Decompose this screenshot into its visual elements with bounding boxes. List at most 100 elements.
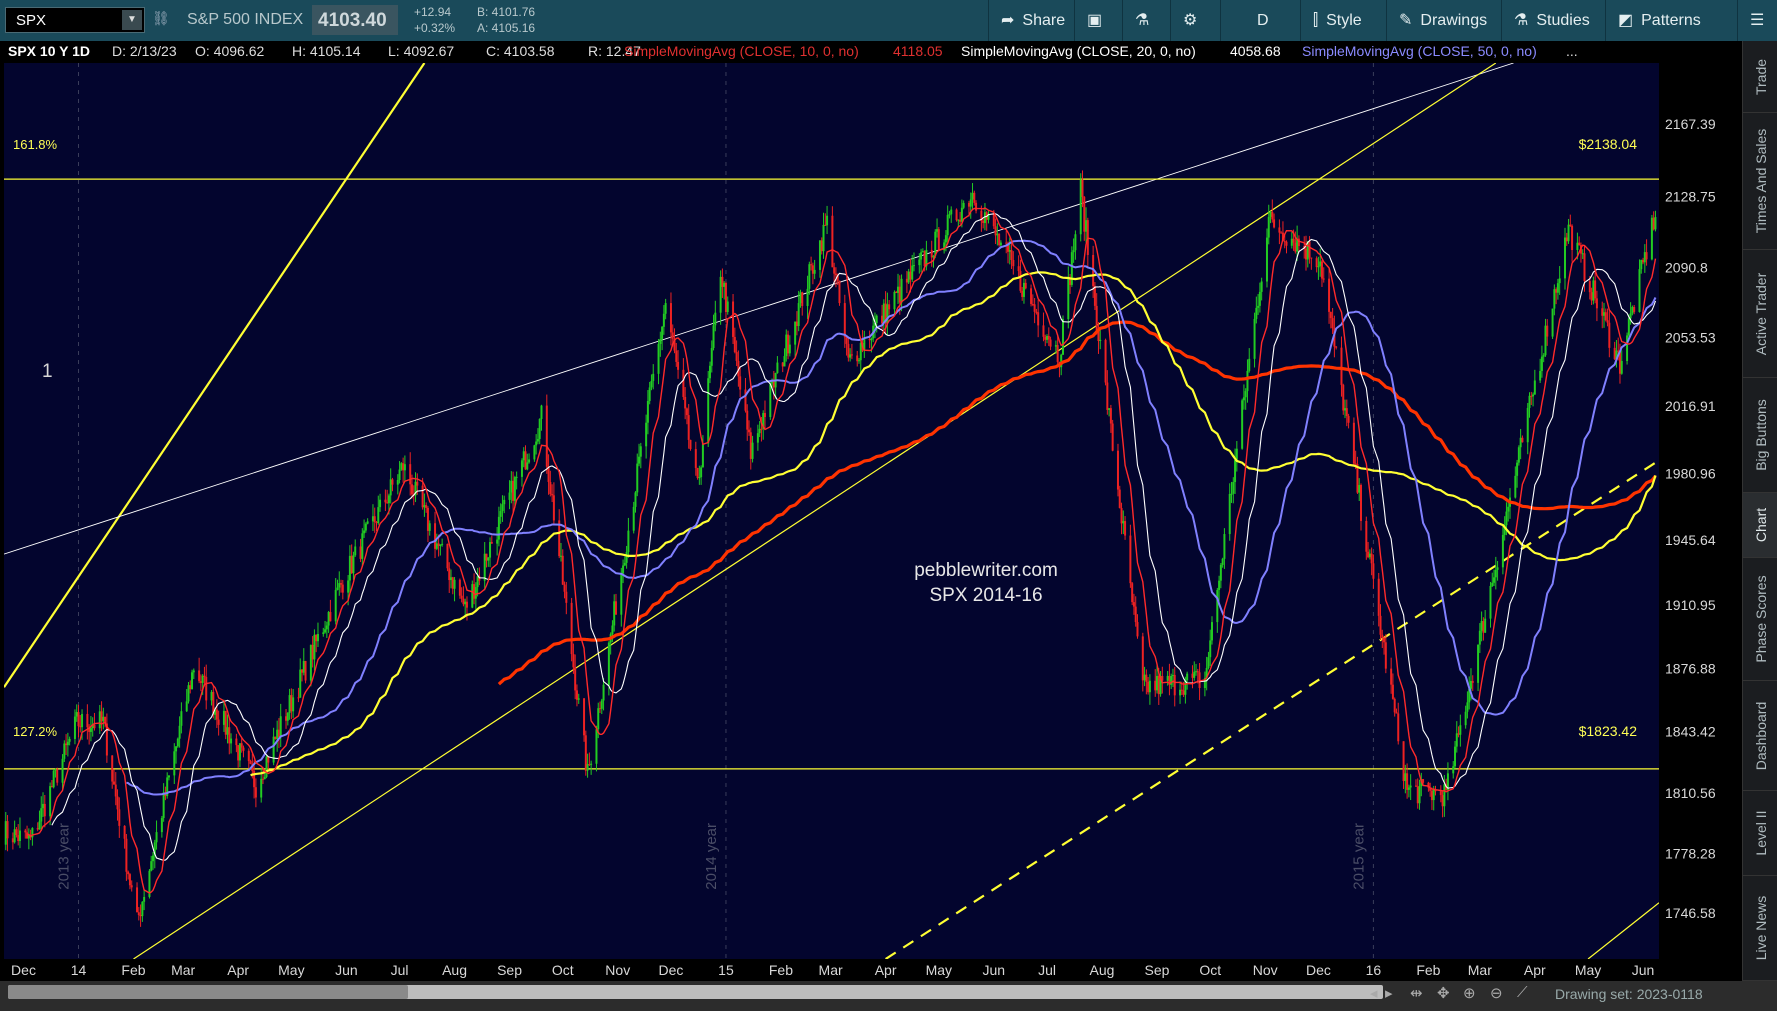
candle-body [982,220,985,223]
link-icon[interactable]: ⛓ [152,10,170,26]
settings-button[interactable]: ⚙ [1170,0,1220,41]
candle-body [1322,278,1325,280]
candle-body [921,251,924,253]
chart-canvas[interactable]: 2013 year 2014 year 2015 year 1 pebblewrit… [4,63,1659,959]
sma-100-line [250,271,1657,777]
patterns-button[interactable]: ◩ Patterns [1605,0,1737,41]
candle-body [371,516,374,522]
tab-active-trader[interactable]: Active Trader [1743,250,1777,378]
price-axis[interactable]: 2167.39 2128.75 2090.8 2053.53 2016.91 1980.9… [1659,41,1742,959]
candle-body [513,477,516,501]
candle-body [254,787,257,798]
more-studies[interactable]: ... [1566,43,1578,59]
candle-body [1345,408,1348,417]
candle-body [91,724,94,729]
time-tick-label: Dec [659,962,684,978]
net-change: +12.94 [414,5,452,19]
ask-price: A: 4105.16 [477,21,536,35]
candle-body [671,332,674,339]
share-button[interactable]: ➦ Share [988,0,1074,41]
candle-body [1519,437,1522,448]
top-toolbar: SPX ▼ ⛓ S&P 500 INDEX 4103.40 +12.94 +0.… [0,0,1777,42]
candle-body [561,555,564,585]
scrollbar-thumb[interactable] [8,985,408,999]
wave-marker: 1 [42,361,53,382]
flask-button[interactable]: ⚗ [1122,0,1170,41]
candle-body [474,587,477,599]
candle-body [1556,283,1559,293]
tab-level-ii[interactable]: Level II [1743,791,1777,876]
candle-body [1521,437,1524,443]
price-chart[interactable]: 2013 year 2014 year 2015 year 1 pebblewrit… [4,63,1659,959]
tab-big-buttons[interactable]: Big Buttons [1743,378,1777,493]
time-tick-label: Jun [335,962,358,978]
tab-times-and-sales[interactable]: Times And Sales [1743,113,1777,250]
candle-body [575,690,578,700]
symbol-input[interactable]: SPX ▼ [5,7,145,33]
candle-body [1329,311,1332,319]
candle-body [1147,681,1150,693]
candle-body [379,499,382,508]
candle-body [1294,242,1297,252]
candle-body [176,738,179,747]
style-button[interactable]: ⫿ Style [1300,0,1386,41]
tab-chart[interactable]: Chart [1743,493,1777,558]
candle-body [1638,269,1641,312]
candle-body [1184,680,1187,695]
crosshair-icon[interactable]: ✥ [1437,985,1450,1002]
candle-body [623,562,626,566]
candle-body [959,219,962,222]
drawings-button[interactable]: ✎ Drawings [1386,0,1501,41]
candle-body [1590,292,1593,301]
candle-body [386,502,389,504]
candle-body [409,464,412,485]
candle-body [1290,238,1293,246]
tab-phase-scores[interactable]: Phase Scores [1743,558,1777,681]
scroll-left-icon[interactable]: ◂ [1370,985,1378,1002]
horizontal-scrollbar[interactable] [8,985,1383,999]
candle-body [833,267,836,274]
candle-body [416,481,419,486]
candle-body [272,736,275,763]
scroll-right-icon[interactable]: ▸ [1385,985,1393,1002]
sma-200-line [497,320,1657,686]
candle-body [820,240,823,252]
candle-body [948,214,951,216]
studies-button[interactable]: ⚗ Studies [1501,0,1605,41]
candle-body [178,725,181,739]
candle-body [1358,485,1361,493]
candle-body [54,769,57,771]
candle-body [1097,330,1100,341]
sma20-label: SimpleMovingAvg (CLOSE, 20, 0, no) [961,43,1196,59]
candle-body [1372,563,1375,579]
candle-body [831,215,834,268]
watermark-line-2: SPX 2014-16 [929,585,1042,606]
candle-body [520,460,523,477]
candle-body [881,315,884,324]
zoom-in-icon[interactable]: ⊕ [1463,985,1476,1002]
candle-body [512,480,515,501]
candle-body [1253,318,1256,359]
candle-body [1145,674,1148,682]
tab-trade[interactable]: Trade [1743,41,1777,113]
candle-body [1604,312,1607,321]
candle-body [68,738,71,742]
symbol-dropdown-icon[interactable]: ▼ [122,10,142,30]
tab-live-news[interactable]: Live News [1743,876,1777,981]
candle-body [75,712,78,717]
tab-dashboard[interactable]: Dashboard [1743,681,1777,791]
candle-body [1230,493,1233,495]
trend-line [133,63,1497,959]
period-button[interactable]: D [1220,0,1300,41]
candle-body [446,543,449,569]
menu-button[interactable]: ☰ [1737,0,1777,41]
candle-body [1491,582,1494,586]
drawing-tool-icon[interactable]: ⟋ [1517,984,1528,1001]
expand-icon[interactable]: ⇹ [1410,985,1423,1002]
snapshot-button[interactable]: ▣ [1074,0,1122,41]
candle-body [590,763,593,765]
candle-body [212,691,215,715]
zoom-out-icon[interactable]: ⊖ [1490,985,1503,1002]
candle-body [1464,711,1467,726]
time-axis[interactable]: Dec 14 Feb Mar Apr May Jun Jul Aug Sep Oct Nov Dec 15… [0,959,1742,981]
